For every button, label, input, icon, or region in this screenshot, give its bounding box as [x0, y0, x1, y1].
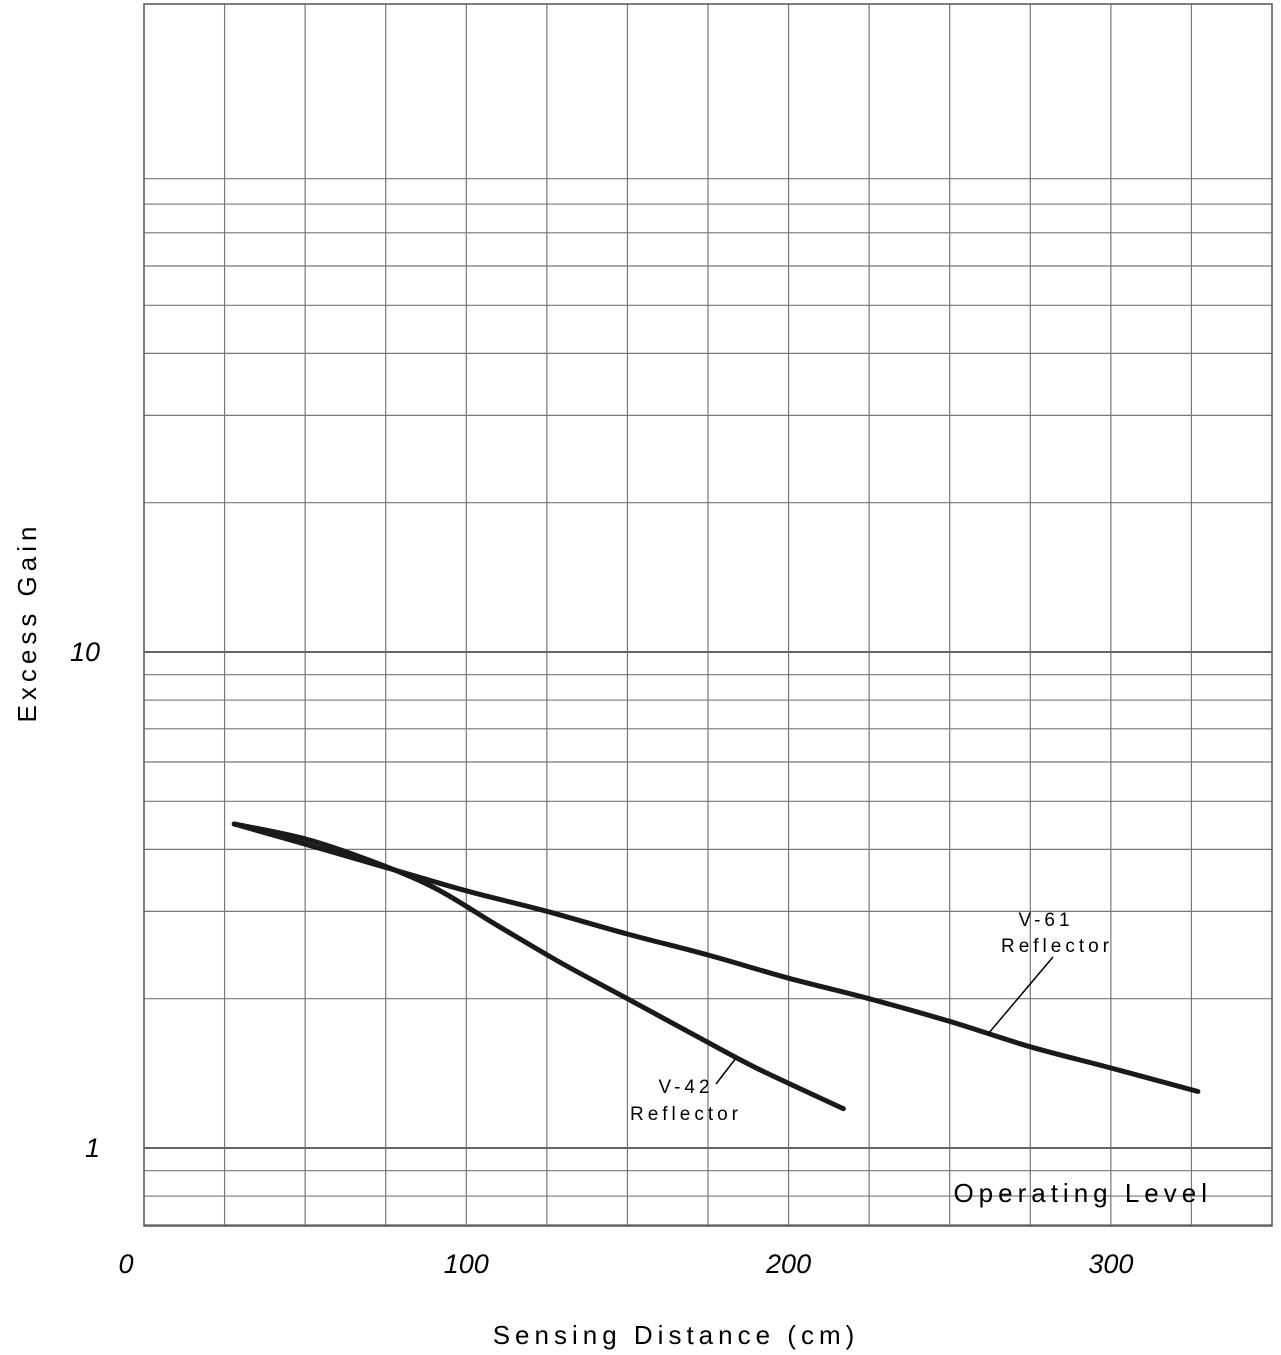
v61-label-model: V-61 — [1018, 910, 1073, 931]
operating-level-label: Operating Level — [953, 1178, 1212, 1208]
x-tick-label: 0 — [118, 1249, 133, 1279]
v42-label: V-42 Reflector — [630, 1058, 742, 1125]
x-tick-label: 100 — [444, 1249, 489, 1279]
series-layer — [234, 824, 1198, 1109]
y-axis-title: Excess Gain — [12, 522, 42, 723]
v42-label-model: V-42 — [658, 1077, 713, 1098]
x-tick-label: 200 — [765, 1249, 811, 1279]
y-tick-labels: 1 10 — [70, 637, 100, 1163]
v61-leader-line — [988, 957, 1053, 1034]
v61-label: V-61 Reflector — [988, 910, 1113, 1034]
x-tick-label: 300 — [1088, 1249, 1133, 1279]
v42-leader-line — [716, 1058, 736, 1084]
v61-label-type: Reflector — [1001, 936, 1113, 957]
y-tick-label: 10 — [70, 637, 100, 667]
x-tick-labels: 0 100 200 300 — [118, 1249, 1133, 1279]
y-tick-label: 1 — [85, 1133, 100, 1163]
x-axis-title: Sensing Distance (cm) — [493, 1320, 860, 1350]
v42-label-type: Reflector — [630, 1104, 742, 1125]
